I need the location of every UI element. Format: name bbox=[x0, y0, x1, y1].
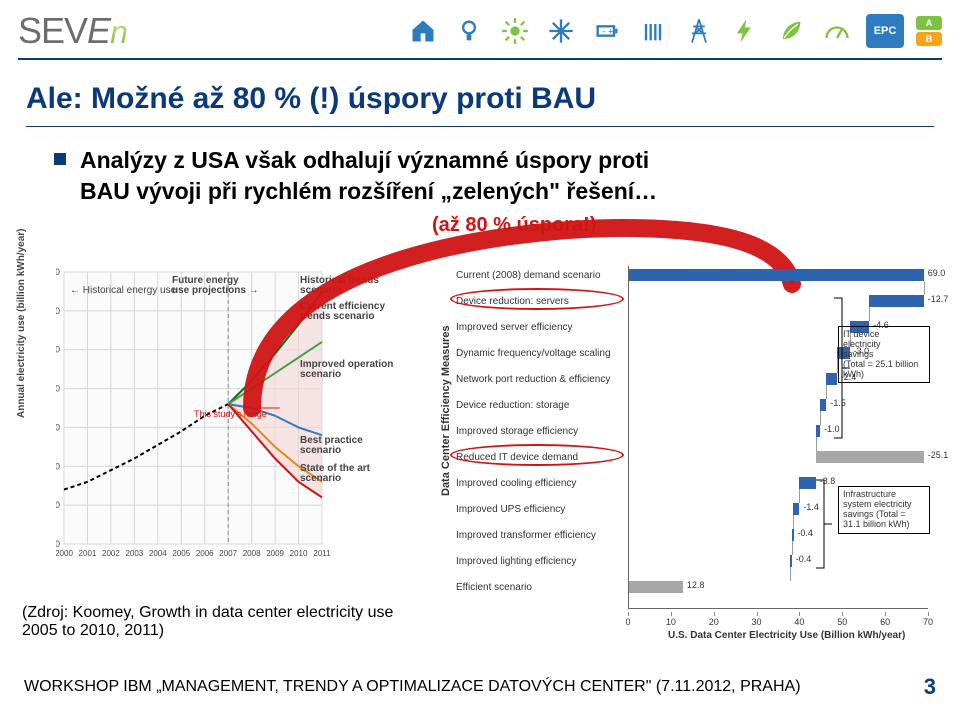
svg-text:- +: - + bbox=[602, 27, 613, 37]
annot-cets: Current efficiencytrends scenario bbox=[300, 302, 385, 322]
pylon-icon bbox=[682, 14, 716, 48]
svg-text:2009: 2009 bbox=[266, 549, 284, 558]
future-label: Future energyuse projections → bbox=[172, 276, 259, 296]
waterfall-value: -0.4 bbox=[796, 554, 812, 564]
uspora-annotation: (až 80 % úspora!) bbox=[432, 214, 596, 237]
svg-text:2011: 2011 bbox=[313, 549, 331, 558]
hist-label: ← Historical energy use bbox=[70, 286, 176, 296]
logo: SEVEn bbox=[18, 10, 127, 52]
page-title: Ale: Možné až 80 % (!) úspory proti BAU bbox=[26, 82, 934, 116]
waterfall-row-label: Improved transformer efficiency bbox=[456, 526, 626, 544]
highlight-oval bbox=[450, 444, 624, 466]
right-chart-xaxis: 010203040506070U.S. Data Center Electric… bbox=[628, 612, 928, 642]
waterfall-bar bbox=[816, 425, 820, 437]
left-chart: Annual electricity use (billion kWh/year… bbox=[22, 268, 422, 578]
svg-text:2010: 2010 bbox=[290, 549, 308, 558]
sun-icon bbox=[498, 14, 532, 48]
source-citation: (Zdroj: Koomey, Growth in data center el… bbox=[22, 604, 393, 640]
infra-savings-box: Infrastructuresystem electricitysavings … bbox=[838, 486, 930, 534]
bolt-icon bbox=[728, 14, 762, 48]
icon-row: - + EPC AB bbox=[406, 14, 942, 48]
waterfall-value: 12.8 bbox=[687, 580, 705, 590]
annot-stateart: State of the artscenario bbox=[300, 464, 370, 484]
svg-text:2004: 2004 bbox=[149, 549, 167, 558]
svg-text:140: 140 bbox=[56, 268, 60, 277]
waterfall-value: -0.4 bbox=[797, 528, 813, 538]
waterfall-bar bbox=[790, 555, 792, 567]
svg-text:2001: 2001 bbox=[79, 549, 97, 558]
annot-range: This study's range bbox=[194, 410, 267, 419]
waterfall-row-label: Device reduction: storage bbox=[456, 396, 626, 414]
waterfall-bar bbox=[869, 295, 923, 307]
waterfall-row-label: Network port reduction & efficiency bbox=[456, 370, 626, 388]
waterfall-bar bbox=[792, 529, 794, 541]
svg-text:20: 20 bbox=[56, 500, 60, 510]
svg-text:2006: 2006 bbox=[196, 549, 214, 558]
waterfall-bar bbox=[816, 451, 924, 463]
svg-text:2002: 2002 bbox=[102, 549, 120, 558]
light-icon bbox=[452, 14, 486, 48]
waterfall-value: -25.1 bbox=[928, 450, 949, 460]
right-chart: Data Center Efficiency Measures Current … bbox=[442, 250, 938, 660]
waterfall-bar bbox=[628, 581, 683, 593]
svg-text:2008: 2008 bbox=[243, 549, 261, 558]
svg-text:2005: 2005 bbox=[172, 549, 190, 558]
header-strip: SEVEn - + EPC AB bbox=[0, 0, 960, 58]
bullet-block: Analýzy z USA však odhalují významné úsp… bbox=[54, 145, 934, 207]
right-chart-ylabel: Data Center Efficiency Measures bbox=[440, 325, 452, 496]
header-rule bbox=[18, 58, 942, 60]
svg-text:40: 40 bbox=[56, 461, 60, 471]
svg-text:120: 120 bbox=[56, 306, 60, 316]
waterfall-row-label: Improved cooling efficiency bbox=[456, 474, 626, 492]
house-icon bbox=[406, 14, 440, 48]
battery-icon: - + bbox=[590, 14, 624, 48]
right-chart-xlabel: U.S. Data Center Electricity Use (Billio… bbox=[668, 630, 905, 641]
waterfall-row-label: Dynamic frequency/voltage scaling bbox=[456, 344, 626, 362]
right-chart-plot: 69.0-12.7-4.6-3.0-2.4-1.5-1.0-25.1-3.8-1… bbox=[628, 250, 928, 630]
svg-text:0: 0 bbox=[56, 539, 60, 549]
waterfall-row-label: Improved storage efficiency bbox=[456, 422, 626, 440]
annot-hts: Historical trendsscenario bbox=[300, 276, 379, 296]
title-underline bbox=[26, 126, 934, 127]
snow-icon bbox=[544, 14, 578, 48]
svg-text:100: 100 bbox=[56, 345, 60, 355]
logo-text: SEVEn bbox=[18, 10, 127, 52]
leaf-icon bbox=[774, 14, 808, 48]
bullet-text: Analýzy z USA však odhalují významné úsp… bbox=[80, 145, 657, 207]
waterfall-value: -12.7 bbox=[928, 294, 949, 304]
annot-best: Best practicescenario bbox=[300, 436, 363, 456]
waterfall-row-label: Improved lighting efficiency bbox=[456, 552, 626, 570]
svg-text:60: 60 bbox=[56, 422, 60, 432]
waterfall-row-label: Efficient scenario bbox=[456, 578, 626, 596]
footer-text: WORKSHOP IBM „MANAGEMENT, TRENDY A OPTIM… bbox=[24, 678, 801, 696]
waterfall-row-label: Current (2008) demand scenario bbox=[456, 266, 626, 284]
waterfall-bar bbox=[793, 503, 799, 515]
svg-text:2000: 2000 bbox=[56, 549, 73, 558]
ab-icon: AB bbox=[916, 16, 942, 46]
left-chart-ylabel: Annual electricity use (billion kWh/year… bbox=[16, 229, 27, 419]
epc-icon: EPC bbox=[866, 14, 904, 48]
svg-text:2003: 2003 bbox=[125, 549, 143, 558]
page-number: 3 bbox=[924, 674, 936, 700]
highlight-oval bbox=[450, 288, 624, 310]
bullet-marker bbox=[54, 153, 66, 165]
waterfall-row-label: Improved UPS efficiency bbox=[456, 500, 626, 518]
meter-icon bbox=[820, 14, 854, 48]
radiator-icon bbox=[636, 14, 670, 48]
annot-improved: Improved operationscenario bbox=[300, 360, 393, 380]
svg-text:80: 80 bbox=[56, 384, 60, 394]
figure-area: Annual electricity use (billion kWh/year… bbox=[22, 268, 938, 664]
waterfall-bar bbox=[628, 269, 924, 281]
waterfall-value: 69.0 bbox=[928, 268, 946, 278]
waterfall-bar bbox=[820, 399, 826, 411]
svg-text:2007: 2007 bbox=[219, 549, 237, 558]
footer: WORKSHOP IBM „MANAGEMENT, TRENDY A OPTIM… bbox=[0, 674, 960, 700]
waterfall-row-label: Improved server efficiency bbox=[456, 318, 626, 336]
